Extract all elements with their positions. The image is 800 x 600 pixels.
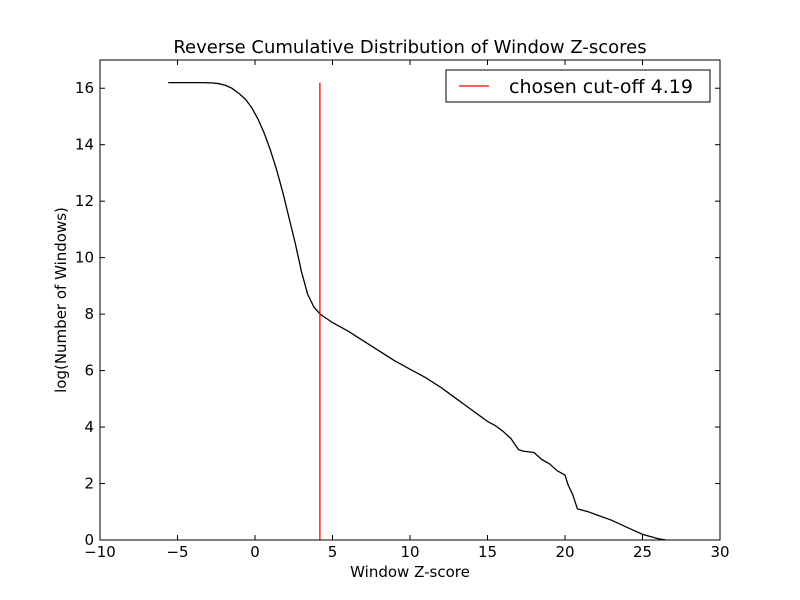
x-tick-label: 5	[328, 543, 338, 561]
y-tick-label: 2	[84, 475, 94, 493]
legend-label-cutoff: chosen cut-off 4.19	[509, 76, 693, 98]
x-tick-label: 20	[555, 543, 574, 561]
y-tick-label: 10	[75, 249, 94, 267]
x-tick-label: 25	[633, 543, 652, 561]
legend: chosen cut-off 4.19	[445, 69, 711, 103]
chart-title: Reverse Cumulative Distribution of Windo…	[173, 37, 646, 58]
x-tick-label: −10	[84, 543, 116, 561]
legend-box	[445, 69, 711, 103]
x-tick-label: −5	[166, 543, 188, 561]
x-tick-label: 30	[710, 543, 729, 561]
x-axis-label: Window Z-score	[350, 563, 470, 581]
plot-lines	[168, 81, 666, 541]
y-tick-label: 6	[84, 362, 94, 380]
y-tick-label: 4	[84, 418, 94, 436]
y-axis: 0 2 4 6 8 10 12 14 16	[75, 79, 720, 549]
x-axis: −10 −5 0 5 10 15 20 25 30	[84, 60, 730, 561]
x-tick-label: 10	[400, 543, 419, 561]
x-tick-label: 0	[250, 543, 260, 561]
x-tick-label: 15	[478, 543, 497, 561]
y-axis-label: log(Number of Windows)	[52, 207, 70, 393]
distribution-line	[168, 81, 666, 541]
y-tick-label: 0	[84, 531, 94, 549]
y-tick-label: 14	[75, 136, 94, 154]
y-tick-label: 12	[75, 192, 94, 210]
y-tick-label: 16	[75, 79, 94, 97]
y-tick-label: 8	[84, 305, 94, 323]
